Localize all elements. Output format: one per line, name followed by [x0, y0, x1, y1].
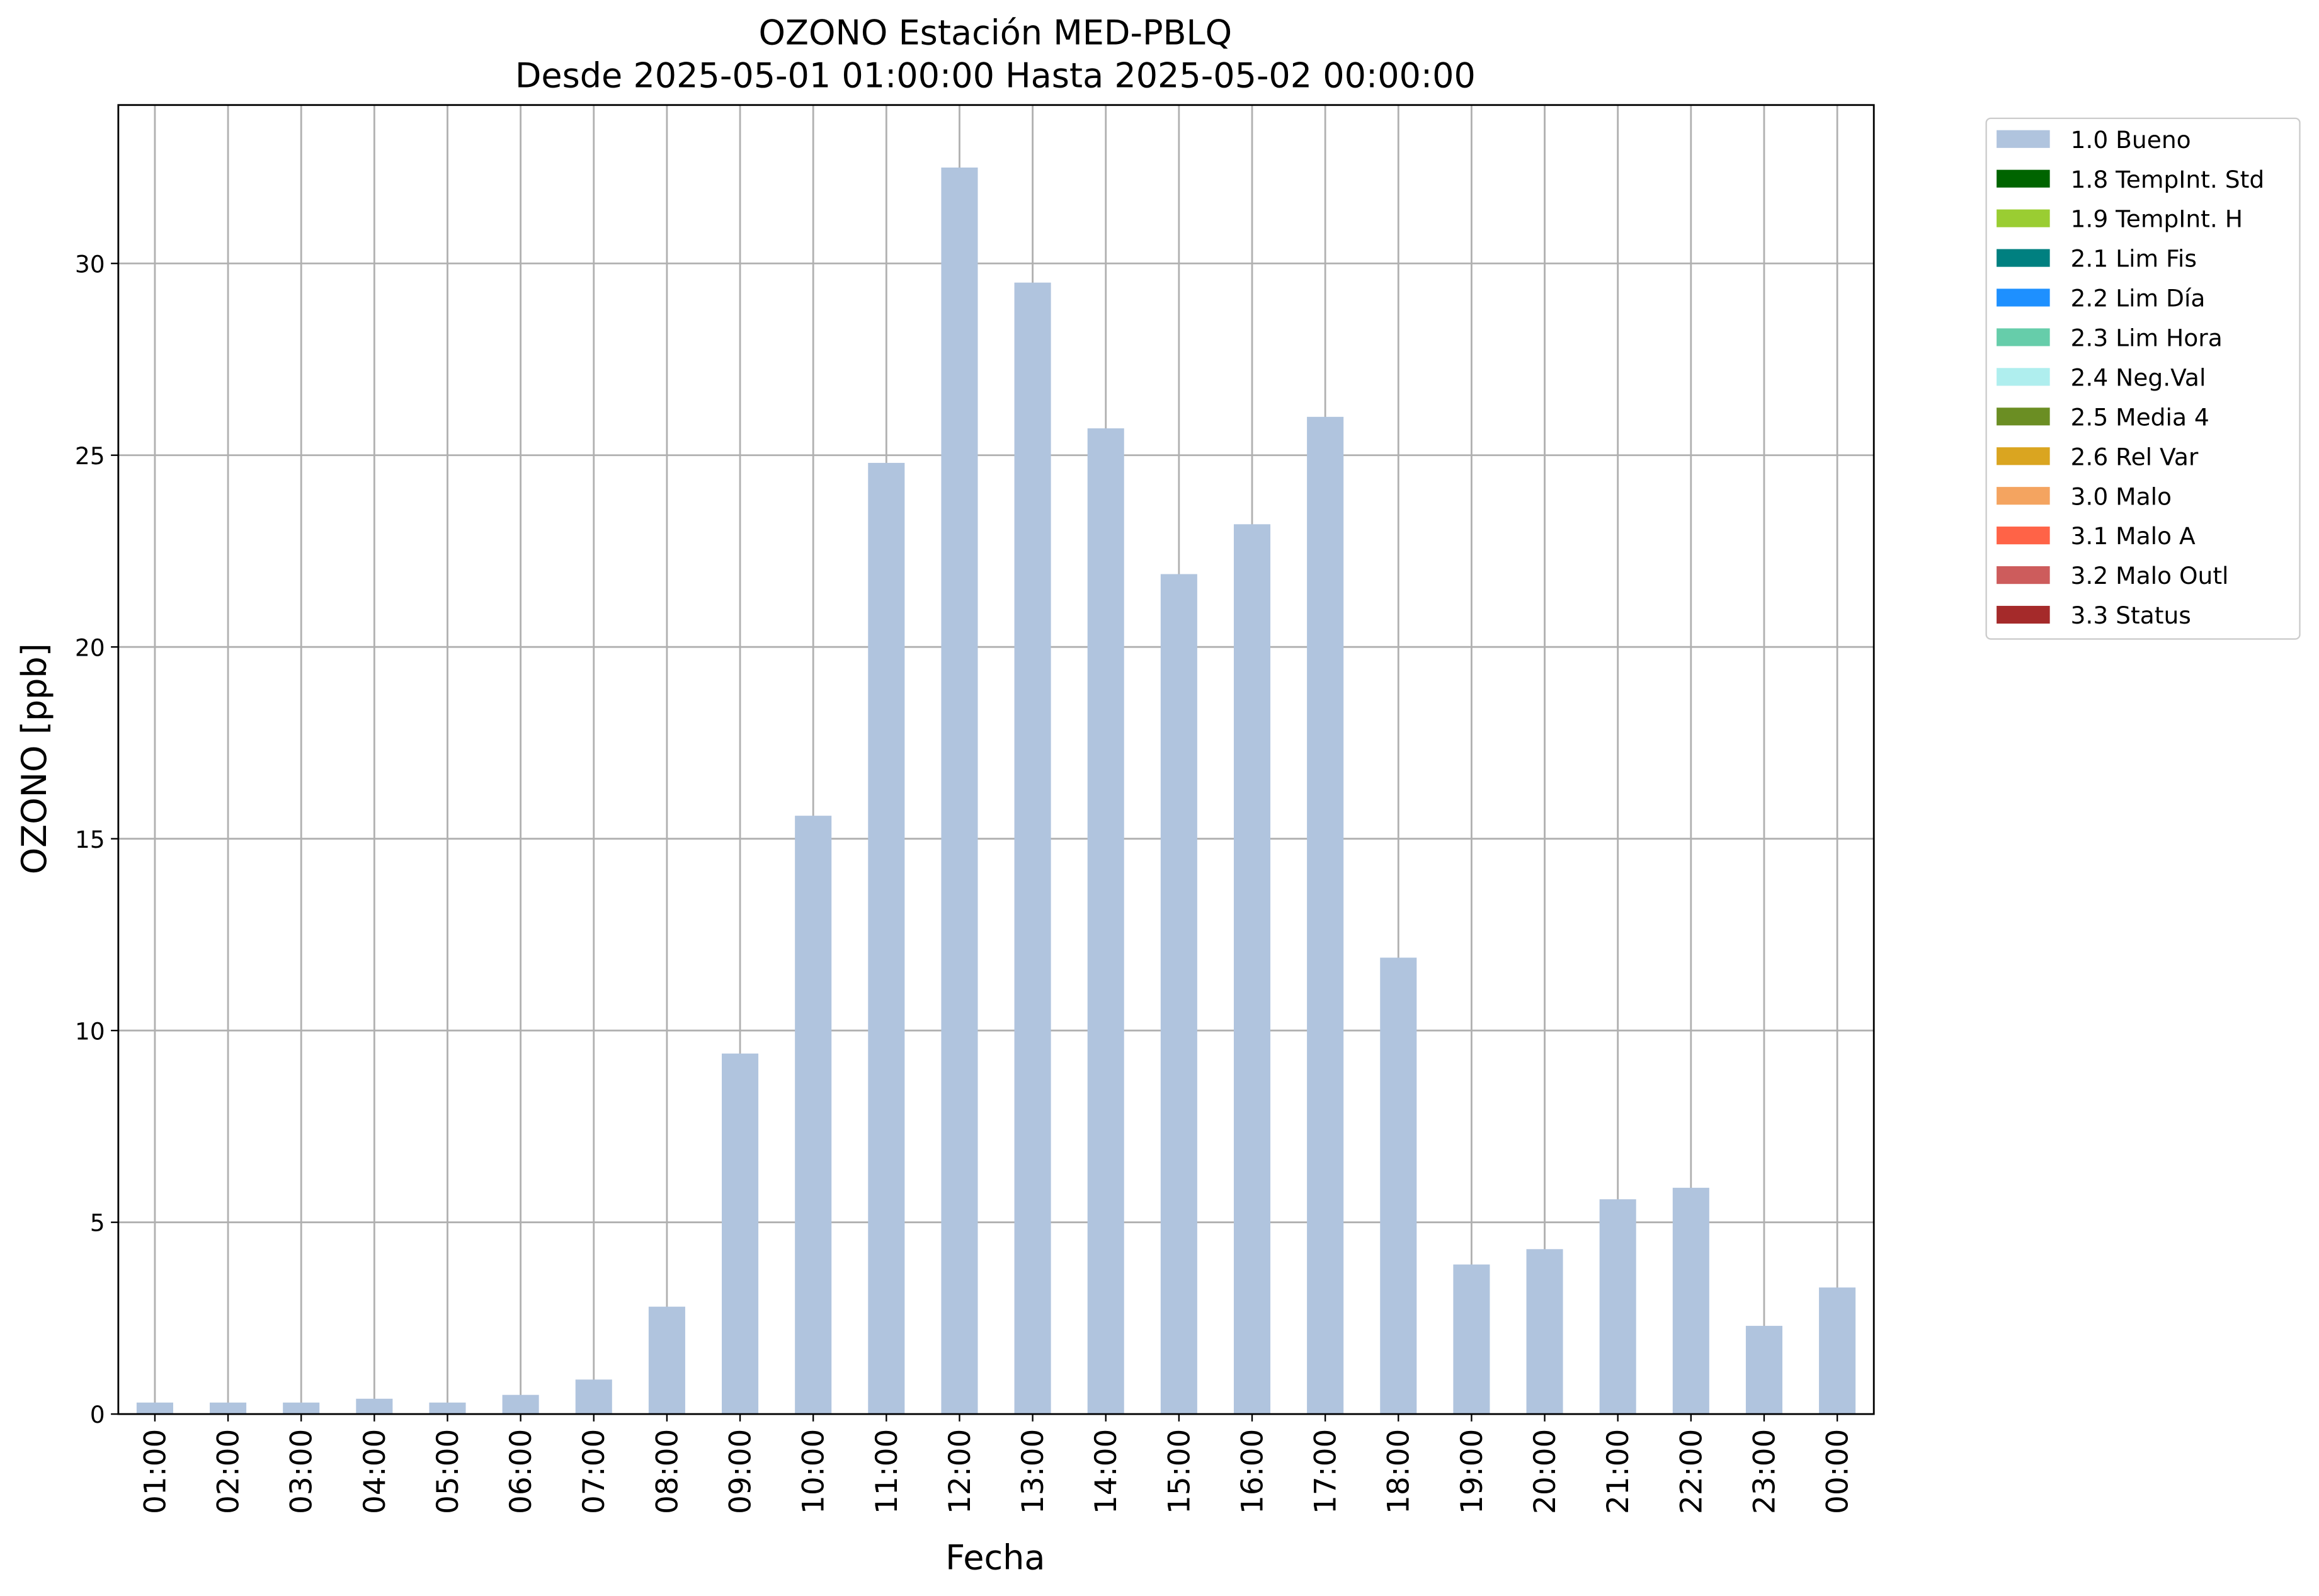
ticks: 0 5 10 15 20 25 30 01:00 02:00 03:00 04:00 05:00 06:… [75, 250, 1855, 1514]
x-tick-label: 09:00 [723, 1429, 758, 1514]
legend-swatch [1997, 130, 2050, 148]
x-tick-label: 19:00 [1455, 1429, 1490, 1514]
y-tick-label: 20 [75, 634, 105, 661]
bar [1160, 574, 1197, 1415]
legend-swatch [1997, 328, 2050, 346]
bar [1672, 1187, 1709, 1415]
y-tick-label: 10 [75, 1017, 105, 1045]
x-tick-label: 10:00 [797, 1429, 831, 1514]
x-tick-label: 06:00 [504, 1429, 538, 1514]
legend-label: 1.0 Bueno [2071, 126, 2191, 154]
bar [1307, 416, 1344, 1415]
legend-label: 1.9 TempInt. H [2071, 205, 2243, 233]
bar [1819, 1287, 1856, 1415]
x-tick-label: 14:00 [1089, 1429, 1124, 1514]
legend-label: 2.2 Lim Día [2071, 285, 2206, 312]
legend-box [1985, 117, 2301, 640]
legend-label: 3.3 Status [2071, 601, 2191, 629]
x-tick-label: 17:00 [1309, 1429, 1343, 1514]
legend-swatch [1997, 447, 2050, 465]
bar [648, 1306, 685, 1415]
x-tick-label: 08:00 [650, 1429, 685, 1514]
legend-swatch [1997, 408, 2050, 426]
legend-swatch [1997, 527, 2050, 545]
legend-swatch [1997, 487, 2050, 505]
bar [1380, 957, 1417, 1415]
x-tick-label: 21:00 [1601, 1429, 1636, 1514]
legend-label: 2.6 Rel Var [2071, 443, 2199, 470]
bar [1453, 1264, 1490, 1415]
bar [941, 168, 978, 1415]
legend-label: 3.2 Malo Outl [2071, 562, 2229, 590]
legend-swatch [1997, 605, 2050, 624]
x-tick-label: 13:00 [1016, 1429, 1051, 1514]
x-tick-label: 02:00 [212, 1429, 246, 1514]
y-tick-label: 30 [75, 250, 105, 278]
bar [1087, 428, 1124, 1415]
x-tick-label: 22:00 [1674, 1429, 1709, 1514]
plot-frame [117, 104, 1875, 1415]
legend-swatch [1997, 169, 2050, 188]
y-tick-label: 5 [90, 1209, 105, 1237]
legend-swatch [1997, 288, 2050, 307]
x-axis-label: Fecha [945, 1538, 1045, 1578]
y-tick-label: 0 [90, 1401, 105, 1428]
legend-label: 2.1 Lim Fis [2071, 245, 2197, 273]
bar [1014, 282, 1051, 1415]
x-tick-label: 00:00 [1821, 1429, 1855, 1514]
legend: 1.0 Bueno 1.8 TempInt. Std 1.9 TempInt. H 2… [1997, 126, 2264, 629]
bar [1745, 1326, 1783, 1415]
x-tick-label: 04:00 [358, 1429, 392, 1514]
bar [210, 1402, 247, 1415]
x-tick-label: 15:00 [1162, 1429, 1197, 1514]
legend-label: 3.0 Malo [2071, 482, 2172, 510]
x-tick-label: 18:00 [1382, 1429, 1416, 1514]
x-tick-label: 01:00 [138, 1429, 173, 1514]
legend-swatch [1997, 368, 2050, 386]
bar [1233, 524, 1271, 1415]
legend-swatch [1997, 249, 2050, 267]
legend-swatch [1997, 209, 2050, 227]
bar [283, 1402, 320, 1415]
bar [575, 1379, 612, 1415]
legend-label: 2.4 Neg.Val [2071, 363, 2206, 391]
bar [722, 1053, 759, 1415]
x-tick-label: 20:00 [1528, 1429, 1563, 1514]
chart-title: OZONO Estación MED-PBLQ [759, 13, 1233, 52]
x-tick-label: 16:00 [1235, 1429, 1270, 1514]
x-tick-label: 07:00 [577, 1429, 612, 1514]
legend-label: 3.1 Malo A [2071, 522, 2196, 550]
legend-label: 1.8 TempInt. Std [2071, 166, 2265, 193]
bar [502, 1394, 539, 1415]
legend-label: 2.3 Lim Hora [2071, 324, 2223, 352]
y-axis-label: OZONO [ppb] [14, 643, 54, 874]
bar [795, 816, 832, 1415]
bar [868, 462, 905, 1415]
bar [136, 1402, 173, 1415]
y-tick-label: 25 [75, 442, 105, 470]
bar [1599, 1199, 1636, 1415]
x-tick-label: 11:00 [870, 1429, 904, 1514]
legend-swatch [1997, 566, 2050, 584]
x-tick-label: 03:00 [285, 1429, 319, 1514]
x-tick-label: 05:00 [431, 1429, 465, 1514]
x-tick-label: 23:00 [1747, 1429, 1782, 1514]
bar [356, 1398, 393, 1415]
bars [136, 168, 1856, 1415]
bar [1526, 1249, 1563, 1415]
y-tick-label: 15 [75, 826, 105, 853]
legend-label: 2.5 Media 4 [2071, 403, 2209, 431]
x-tick-label: 12:00 [943, 1429, 977, 1514]
bar [429, 1402, 466, 1415]
chart-subtitle: Desde 2025-05-01 01:00:00 Hasta 2025-05-… [515, 56, 1476, 96]
